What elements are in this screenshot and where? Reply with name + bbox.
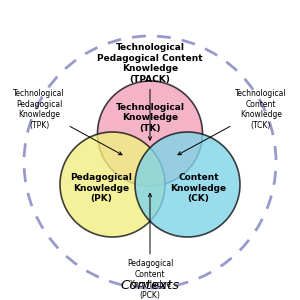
Text: Technological
Pedagogical Content
Knowledge
(TPACK): Technological Pedagogical Content Knowle… — [97, 44, 203, 140]
Text: Technological
Pedagogical
Knowledge
(TPK): Technological Pedagogical Knowledge (TPK… — [13, 89, 122, 155]
Text: Contexts: Contexts — [120, 279, 180, 292]
Text: Technological
Knowledge
(TK): Technological Knowledge (TK) — [116, 103, 184, 133]
Text: Technological
Content
Knowledge
(TCK): Technological Content Knowledge (TCK) — [178, 89, 287, 155]
Text: Pedagogical
Knowledge
(PK): Pedagogical Knowledge (PK) — [70, 173, 132, 203]
Circle shape — [98, 81, 202, 186]
Circle shape — [135, 132, 240, 237]
Circle shape — [60, 132, 165, 237]
Text: Pedagogical
Content
Knowledge
(PCK): Pedagogical Content Knowledge (PCK) — [127, 194, 173, 300]
Text: Content
Knowledge
(CK): Content Knowledge (CK) — [170, 173, 227, 203]
